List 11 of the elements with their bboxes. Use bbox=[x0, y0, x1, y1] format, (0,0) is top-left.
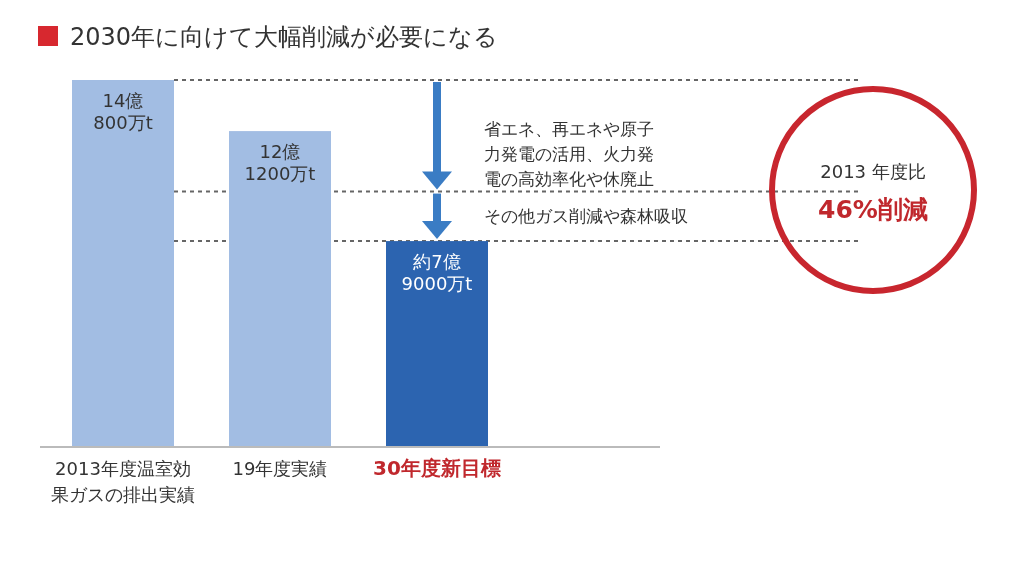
data-label: 14億 800万t bbox=[93, 90, 153, 133]
text: 2013 年度比 bbox=[820, 161, 926, 182]
x-tick-label: 30年度新目標 bbox=[373, 456, 501, 480]
annotation: その他ガス削減や森林吸収 bbox=[484, 206, 688, 227]
chart-title: 2030年に向けて大幅削減が必要になる bbox=[70, 23, 499, 51]
x-tick-label: 19年度実績 bbox=[232, 458, 328, 479]
data-label: 約7億 9000万t bbox=[401, 251, 473, 295]
x-tick-label: 2013年度温室効果ガスの排出実績 bbox=[51, 458, 195, 505]
data-label: 12億 1200万t bbox=[244, 141, 316, 185]
text: 46%削減 bbox=[818, 195, 928, 224]
annotation: 省エネ、再エネや原子力発電の活用、火力発電の高効率化や休廃止 bbox=[484, 119, 654, 189]
